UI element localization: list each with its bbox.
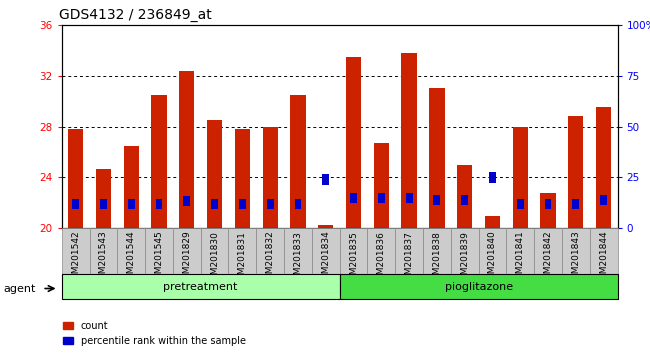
Bar xyxy=(201,228,229,274)
Text: GSM201841: GSM201841 xyxy=(515,231,525,285)
Legend: count, percentile rank within the sample: count, percentile rank within the sample xyxy=(63,321,246,346)
Bar xyxy=(284,228,312,274)
Bar xyxy=(183,196,190,206)
Bar xyxy=(235,129,250,228)
Bar xyxy=(346,57,361,228)
Bar xyxy=(434,195,440,205)
Text: GSM201543: GSM201543 xyxy=(99,231,108,285)
Bar xyxy=(378,193,385,203)
Text: GSM201544: GSM201544 xyxy=(127,231,136,285)
Text: GSM201835: GSM201835 xyxy=(349,231,358,286)
Bar xyxy=(596,108,611,228)
Bar xyxy=(402,53,417,228)
Text: GSM201843: GSM201843 xyxy=(571,231,580,285)
Bar xyxy=(506,228,534,274)
Text: GSM201837: GSM201837 xyxy=(404,231,413,286)
Bar xyxy=(517,199,524,209)
Bar xyxy=(489,172,496,183)
Text: GSM201834: GSM201834 xyxy=(321,231,330,285)
Bar xyxy=(294,199,302,209)
Bar xyxy=(339,228,367,274)
Bar xyxy=(429,88,445,228)
Bar xyxy=(229,228,256,274)
Bar xyxy=(322,175,329,184)
Bar xyxy=(62,274,339,299)
Bar xyxy=(155,199,162,209)
Bar xyxy=(600,195,607,205)
Bar xyxy=(485,216,500,228)
Text: GSM201829: GSM201829 xyxy=(182,231,191,285)
Bar xyxy=(179,70,194,228)
Text: GSM201839: GSM201839 xyxy=(460,231,469,286)
Text: GDS4132 / 236849_at: GDS4132 / 236849_at xyxy=(59,8,212,22)
Bar xyxy=(207,120,222,228)
Bar xyxy=(173,228,201,274)
Bar xyxy=(367,228,395,274)
Bar xyxy=(423,228,451,274)
Bar xyxy=(100,199,107,209)
Bar xyxy=(128,199,135,209)
Bar xyxy=(395,228,423,274)
Bar xyxy=(72,199,79,209)
Bar xyxy=(339,274,618,299)
Bar xyxy=(256,228,284,274)
Bar xyxy=(312,228,340,274)
Bar xyxy=(145,228,173,274)
Text: GSM201842: GSM201842 xyxy=(543,231,552,285)
Text: GSM201833: GSM201833 xyxy=(293,231,302,286)
Text: GSM201838: GSM201838 xyxy=(432,231,441,286)
Bar xyxy=(62,228,90,274)
Bar xyxy=(124,145,139,228)
Bar xyxy=(462,195,468,205)
Bar xyxy=(545,199,551,209)
Text: agent: agent xyxy=(3,284,36,293)
Bar xyxy=(568,116,584,228)
Bar xyxy=(96,169,111,228)
Bar xyxy=(540,193,556,228)
Text: pioglitazone: pioglitazone xyxy=(445,282,513,292)
Text: GSM201840: GSM201840 xyxy=(488,231,497,285)
Text: GSM201545: GSM201545 xyxy=(155,231,164,285)
Bar xyxy=(211,199,218,209)
Bar xyxy=(350,193,357,203)
Text: GSM201836: GSM201836 xyxy=(377,231,386,286)
Bar xyxy=(117,228,145,274)
Text: GSM201844: GSM201844 xyxy=(599,231,608,285)
Bar xyxy=(573,199,579,209)
Bar xyxy=(318,224,333,228)
Bar xyxy=(291,95,306,228)
Bar xyxy=(590,228,618,274)
Text: pretreatment: pretreatment xyxy=(164,282,238,292)
Text: GSM201832: GSM201832 xyxy=(266,231,275,285)
Bar xyxy=(68,129,83,228)
Text: GSM201542: GSM201542 xyxy=(71,231,80,285)
Bar xyxy=(406,193,413,203)
Bar xyxy=(562,228,590,274)
Text: GSM201831: GSM201831 xyxy=(238,231,247,286)
Bar xyxy=(239,199,246,209)
Bar xyxy=(451,228,478,274)
Bar xyxy=(374,143,389,228)
Bar xyxy=(90,228,117,274)
Text: GSM201830: GSM201830 xyxy=(210,231,219,286)
Bar xyxy=(513,127,528,228)
Bar xyxy=(266,199,274,209)
Bar xyxy=(151,95,166,228)
Bar xyxy=(457,165,473,228)
Bar xyxy=(478,228,506,274)
Bar xyxy=(263,127,278,228)
Bar xyxy=(534,228,562,274)
